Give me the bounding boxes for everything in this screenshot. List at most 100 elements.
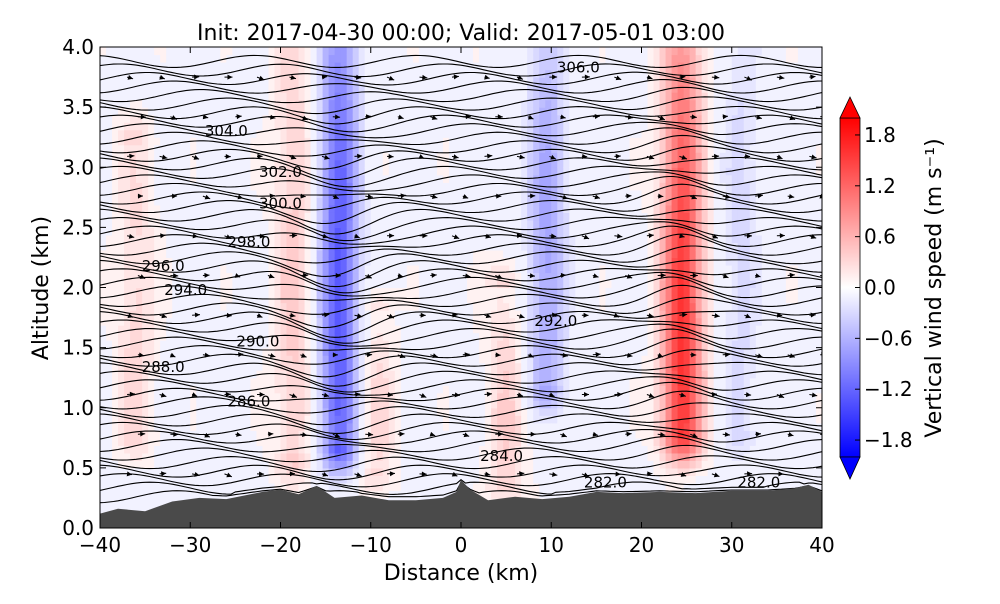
wind-cell bbox=[545, 204, 552, 213]
wind-cell bbox=[184, 69, 191, 78]
wind-cell bbox=[358, 437, 366, 446]
wind-cell bbox=[304, 317, 312, 326]
wind-cell bbox=[509, 400, 516, 409]
wind-cell bbox=[430, 212, 438, 221]
wind-cell bbox=[148, 257, 155, 266]
wind-cell bbox=[340, 137, 348, 146]
wind-cell bbox=[539, 92, 546, 101]
wind-cell bbox=[292, 234, 300, 244]
wind-cell bbox=[436, 77, 444, 86]
wind-cell bbox=[491, 385, 498, 394]
wind-cell bbox=[418, 189, 426, 198]
wind-cell bbox=[250, 370, 258, 379]
wind-cell bbox=[491, 460, 498, 469]
wind-cell bbox=[334, 362, 342, 371]
wind-cell bbox=[551, 257, 558, 266]
wind-cell bbox=[226, 460, 233, 469]
wind-cell bbox=[370, 257, 378, 266]
wind-cell bbox=[515, 182, 522, 191]
wind-cell bbox=[232, 317, 239, 326]
wind-cell bbox=[208, 54, 215, 63]
wind-cell bbox=[340, 392, 348, 401]
wind-cell bbox=[358, 77, 366, 86]
wind-cell bbox=[226, 234, 233, 244]
wind-cell bbox=[376, 167, 384, 176]
wind-cell bbox=[208, 92, 215, 101]
wind-cell bbox=[322, 340, 330, 349]
wind-cell bbox=[178, 355, 185, 364]
wind-cell bbox=[418, 295, 426, 304]
wind-cell bbox=[406, 430, 414, 439]
wind-cell bbox=[430, 249, 438, 259]
wind-cell bbox=[274, 445, 282, 454]
wind-cell bbox=[244, 62, 252, 71]
wind-cell bbox=[112, 182, 119, 191]
wind-cell bbox=[551, 377, 558, 386]
wind-cell bbox=[262, 437, 270, 446]
wind-cell bbox=[328, 287, 336, 296]
wind-cell bbox=[340, 227, 348, 236]
wind-cell bbox=[436, 242, 444, 251]
wind-cell bbox=[448, 317, 456, 326]
wind-cell bbox=[545, 287, 552, 296]
wind-cell bbox=[142, 302, 149, 311]
wind-cell bbox=[106, 422, 113, 431]
wind-cell bbox=[503, 482, 510, 492]
wind-cell bbox=[232, 460, 239, 469]
wind-cell bbox=[322, 257, 330, 266]
wind-cell bbox=[503, 47, 510, 56]
wind-cell bbox=[124, 497, 131, 507]
wind-cell bbox=[346, 212, 354, 221]
wind-cell bbox=[533, 144, 540, 153]
wind-cell bbox=[467, 107, 474, 116]
wind-cell bbox=[382, 422, 390, 431]
wind-cell bbox=[503, 407, 510, 416]
wind-cell bbox=[226, 204, 233, 213]
wind-cell bbox=[286, 272, 294, 281]
wind-cell bbox=[106, 460, 113, 469]
wind-cell bbox=[142, 370, 149, 379]
wind-cell bbox=[244, 212, 252, 221]
wind-cell bbox=[491, 302, 498, 311]
wind-cell bbox=[268, 144, 276, 153]
wind-cell bbox=[298, 54, 306, 63]
wind-cell bbox=[268, 325, 276, 334]
wind-cell bbox=[418, 415, 426, 424]
wind-cell bbox=[376, 407, 384, 416]
wind-cell bbox=[334, 400, 342, 409]
wind-cell bbox=[448, 159, 456, 168]
wind-cell bbox=[106, 279, 113, 289]
wind-cell bbox=[503, 362, 510, 371]
wind-cell bbox=[442, 385, 450, 394]
wind-cell bbox=[190, 475, 197, 484]
wind-cell bbox=[473, 407, 480, 416]
wind-cell bbox=[226, 475, 233, 484]
wind-cell bbox=[557, 152, 564, 161]
wind-cell bbox=[424, 482, 432, 492]
wind-cell bbox=[515, 242, 522, 251]
wind-cell bbox=[136, 400, 143, 409]
wind-cell bbox=[334, 264, 342, 274]
wind-cell bbox=[563, 54, 570, 63]
wind-cell bbox=[310, 182, 318, 191]
wind-cell bbox=[454, 167, 462, 176]
wind-cell bbox=[563, 377, 570, 386]
wind-cell bbox=[442, 227, 450, 236]
wind-cell bbox=[340, 347, 348, 356]
wind-cell bbox=[178, 467, 185, 476]
wind-cell bbox=[509, 475, 516, 484]
wind-cell bbox=[515, 310, 522, 319]
wind-cell bbox=[220, 92, 227, 101]
wind-cell bbox=[226, 355, 233, 364]
wind-cell bbox=[310, 84, 318, 93]
wind-cell bbox=[250, 430, 258, 439]
wind-cell bbox=[557, 287, 564, 296]
wind-cell bbox=[503, 197, 510, 206]
wind-cell bbox=[340, 302, 348, 311]
wind-cell bbox=[268, 92, 276, 101]
wind-cell bbox=[370, 227, 378, 236]
wind-cell bbox=[196, 197, 203, 206]
wind-cell bbox=[454, 437, 462, 446]
wind-cell bbox=[256, 445, 264, 454]
wind-cell bbox=[196, 340, 203, 349]
